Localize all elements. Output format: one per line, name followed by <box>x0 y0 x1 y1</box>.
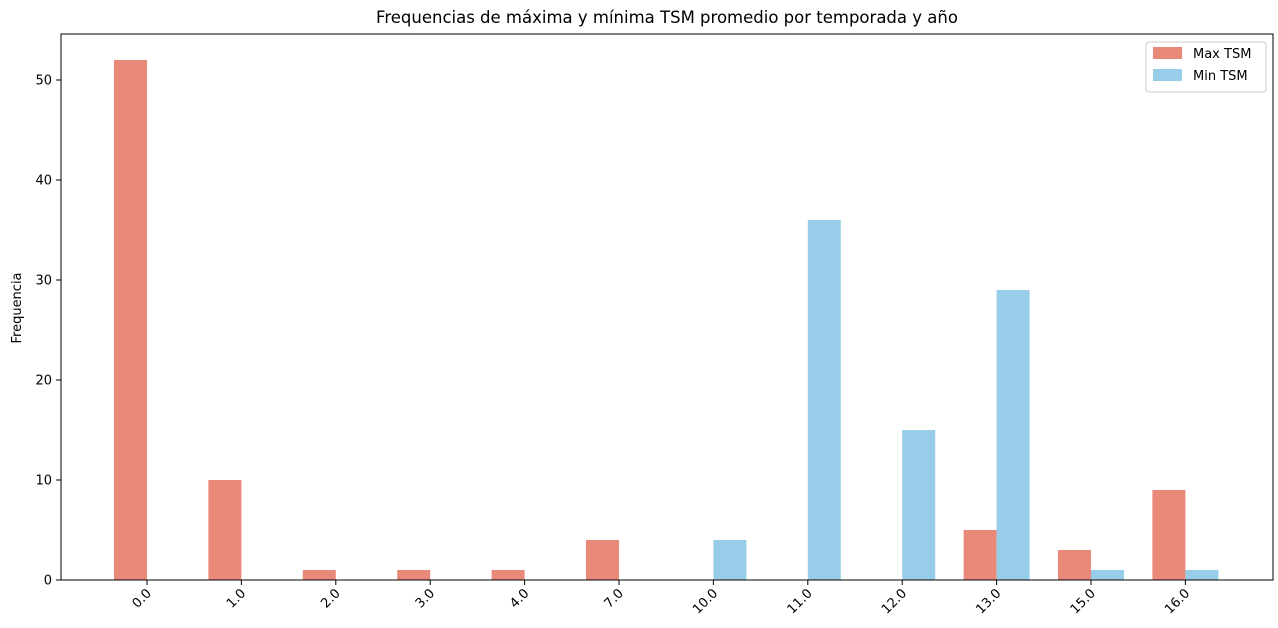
bar-min-tsm-10.0 <box>713 540 747 580</box>
x-tick-label: 3.0 <box>413 586 438 611</box>
bar-max-tsm-2.0 <box>302 570 336 580</box>
y-tick-label: 40 <box>35 174 52 189</box>
y-tick-label: 20 <box>35 374 52 389</box>
y-tick-label: 10 <box>35 474 52 489</box>
y-tick-label: 0 <box>44 574 52 589</box>
legend-label: Max TSM <box>1193 47 1251 62</box>
x-tick-label: 4.0 <box>507 586 532 611</box>
legend-swatch <box>1153 47 1182 59</box>
x-tick-label: 1.0 <box>224 586 249 611</box>
bar-min-tsm-12.0 <box>902 430 936 580</box>
bar-min-tsm-11.0 <box>807 220 841 580</box>
x-tick-label: 16.0 <box>1162 586 1193 617</box>
bar-min-tsm-16.0 <box>1185 570 1219 580</box>
x-tick-label: 7.0 <box>602 586 627 611</box>
chart-title: Frequencias de máxima y mínima TSM prome… <box>376 8 958 27</box>
bar-max-tsm-7.0 <box>586 540 619 580</box>
bar-max-tsm-16.0 <box>1152 490 1186 580</box>
x-tick-label: 10.0 <box>690 586 721 617</box>
bar-max-tsm-0.0 <box>114 60 147 580</box>
legend-swatch <box>1153 69 1182 81</box>
x-tick-label: 12.0 <box>879 586 910 617</box>
y-axis-label: Frequencia <box>10 272 25 343</box>
x-tick-label: 11.0 <box>785 586 816 617</box>
x-tick-label: 2.0 <box>318 586 343 611</box>
bar-max-tsm-1.0 <box>208 480 242 580</box>
bars-group <box>114 60 1219 580</box>
y-tick-label: 30 <box>35 274 52 289</box>
x-tick-label: 13.0 <box>973 586 1004 617</box>
bar-max-tsm-3.0 <box>397 570 431 580</box>
bar-min-tsm-15.0 <box>1091 570 1124 580</box>
bar-max-tsm-15.0 <box>1058 550 1091 580</box>
legend: Max TSM Min TSM <box>1145 41 1267 93</box>
plot-frame <box>60 33 1274 581</box>
x-tick-label: 0.0 <box>130 586 155 611</box>
bar-max-tsm-4.0 <box>491 570 525 580</box>
bar-min-tsm-13.0 <box>996 290 1030 580</box>
x-tick-label: 15.0 <box>1068 586 1099 617</box>
legend-label: Min TSM <box>1193 69 1248 84</box>
bar-max-tsm-13.0 <box>963 530 997 580</box>
y-tick-label: 50 <box>35 74 52 89</box>
